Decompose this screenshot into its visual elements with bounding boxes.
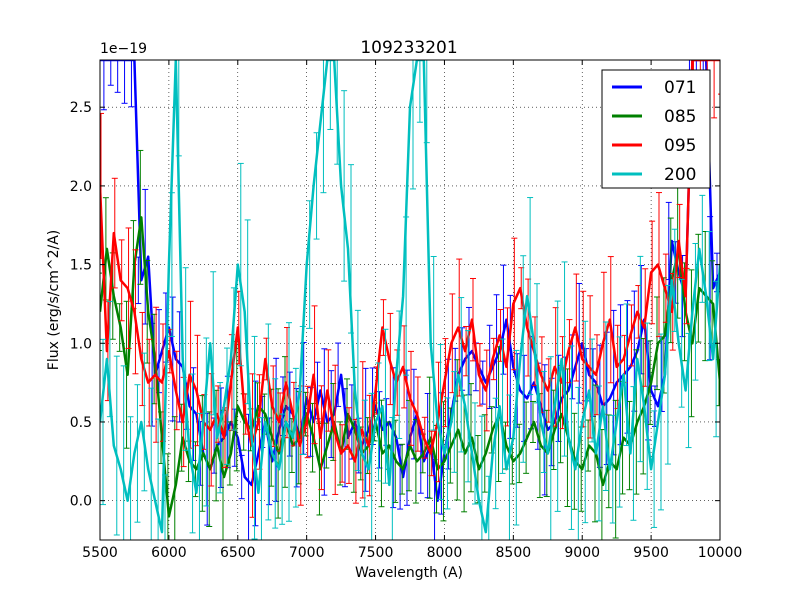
x-tick-label: 7000	[289, 545, 325, 561]
y-tick-label: 1.5	[70, 258, 92, 274]
x-tick-label: 9000	[564, 545, 600, 561]
x-tick-label: 7500	[358, 545, 394, 561]
legend-label-095: 095	[664, 136, 696, 156]
x-tick-label: 6000	[151, 545, 187, 561]
legend-label-085: 085	[664, 107, 696, 127]
series-line-200	[100, 60, 720, 534]
x-tick-label: 9500	[633, 545, 669, 561]
series-200	[100, 60, 720, 540]
legend-box	[601, 69, 711, 189]
y-ticks: 0.0 0.5 1.0 1.5 2.0 2.5	[70, 100, 720, 510]
x-tick-label: 6500	[220, 545, 256, 561]
y-tick-label: 2.5	[70, 100, 92, 116]
legend-label-200: 200	[664, 165, 696, 185]
y-tick-label: 2.0	[70, 179, 92, 195]
axes-frame	[99, 59, 721, 541]
legend-label-071: 071	[664, 78, 696, 98]
x-ticks: 5500 6000 6500 7000 7500 8000 8500 9000 9500 1000…	[82, 60, 742, 561]
y-axis-label: Flux (erg/s/cm^2/A)	[46, 230, 62, 370]
y-tick-label: 0.5	[70, 415, 92, 431]
x-tick-label: 5500	[82, 545, 118, 561]
offset-label: 1e−19	[100, 41, 147, 57]
chart-title: 109233201	[360, 38, 457, 58]
x-tick-label: 8500	[496, 545, 532, 561]
x-tick-label: 8000	[427, 545, 463, 561]
x-tick-label: 10000	[698, 545, 743, 561]
y-tick-label: 0.0	[70, 494, 92, 510]
x-axis-label: Wavelength (A)	[355, 565, 463, 581]
legend: 071 085 095 200	[601, 69, 711, 189]
y-tick-label: 1.0	[70, 336, 92, 352]
